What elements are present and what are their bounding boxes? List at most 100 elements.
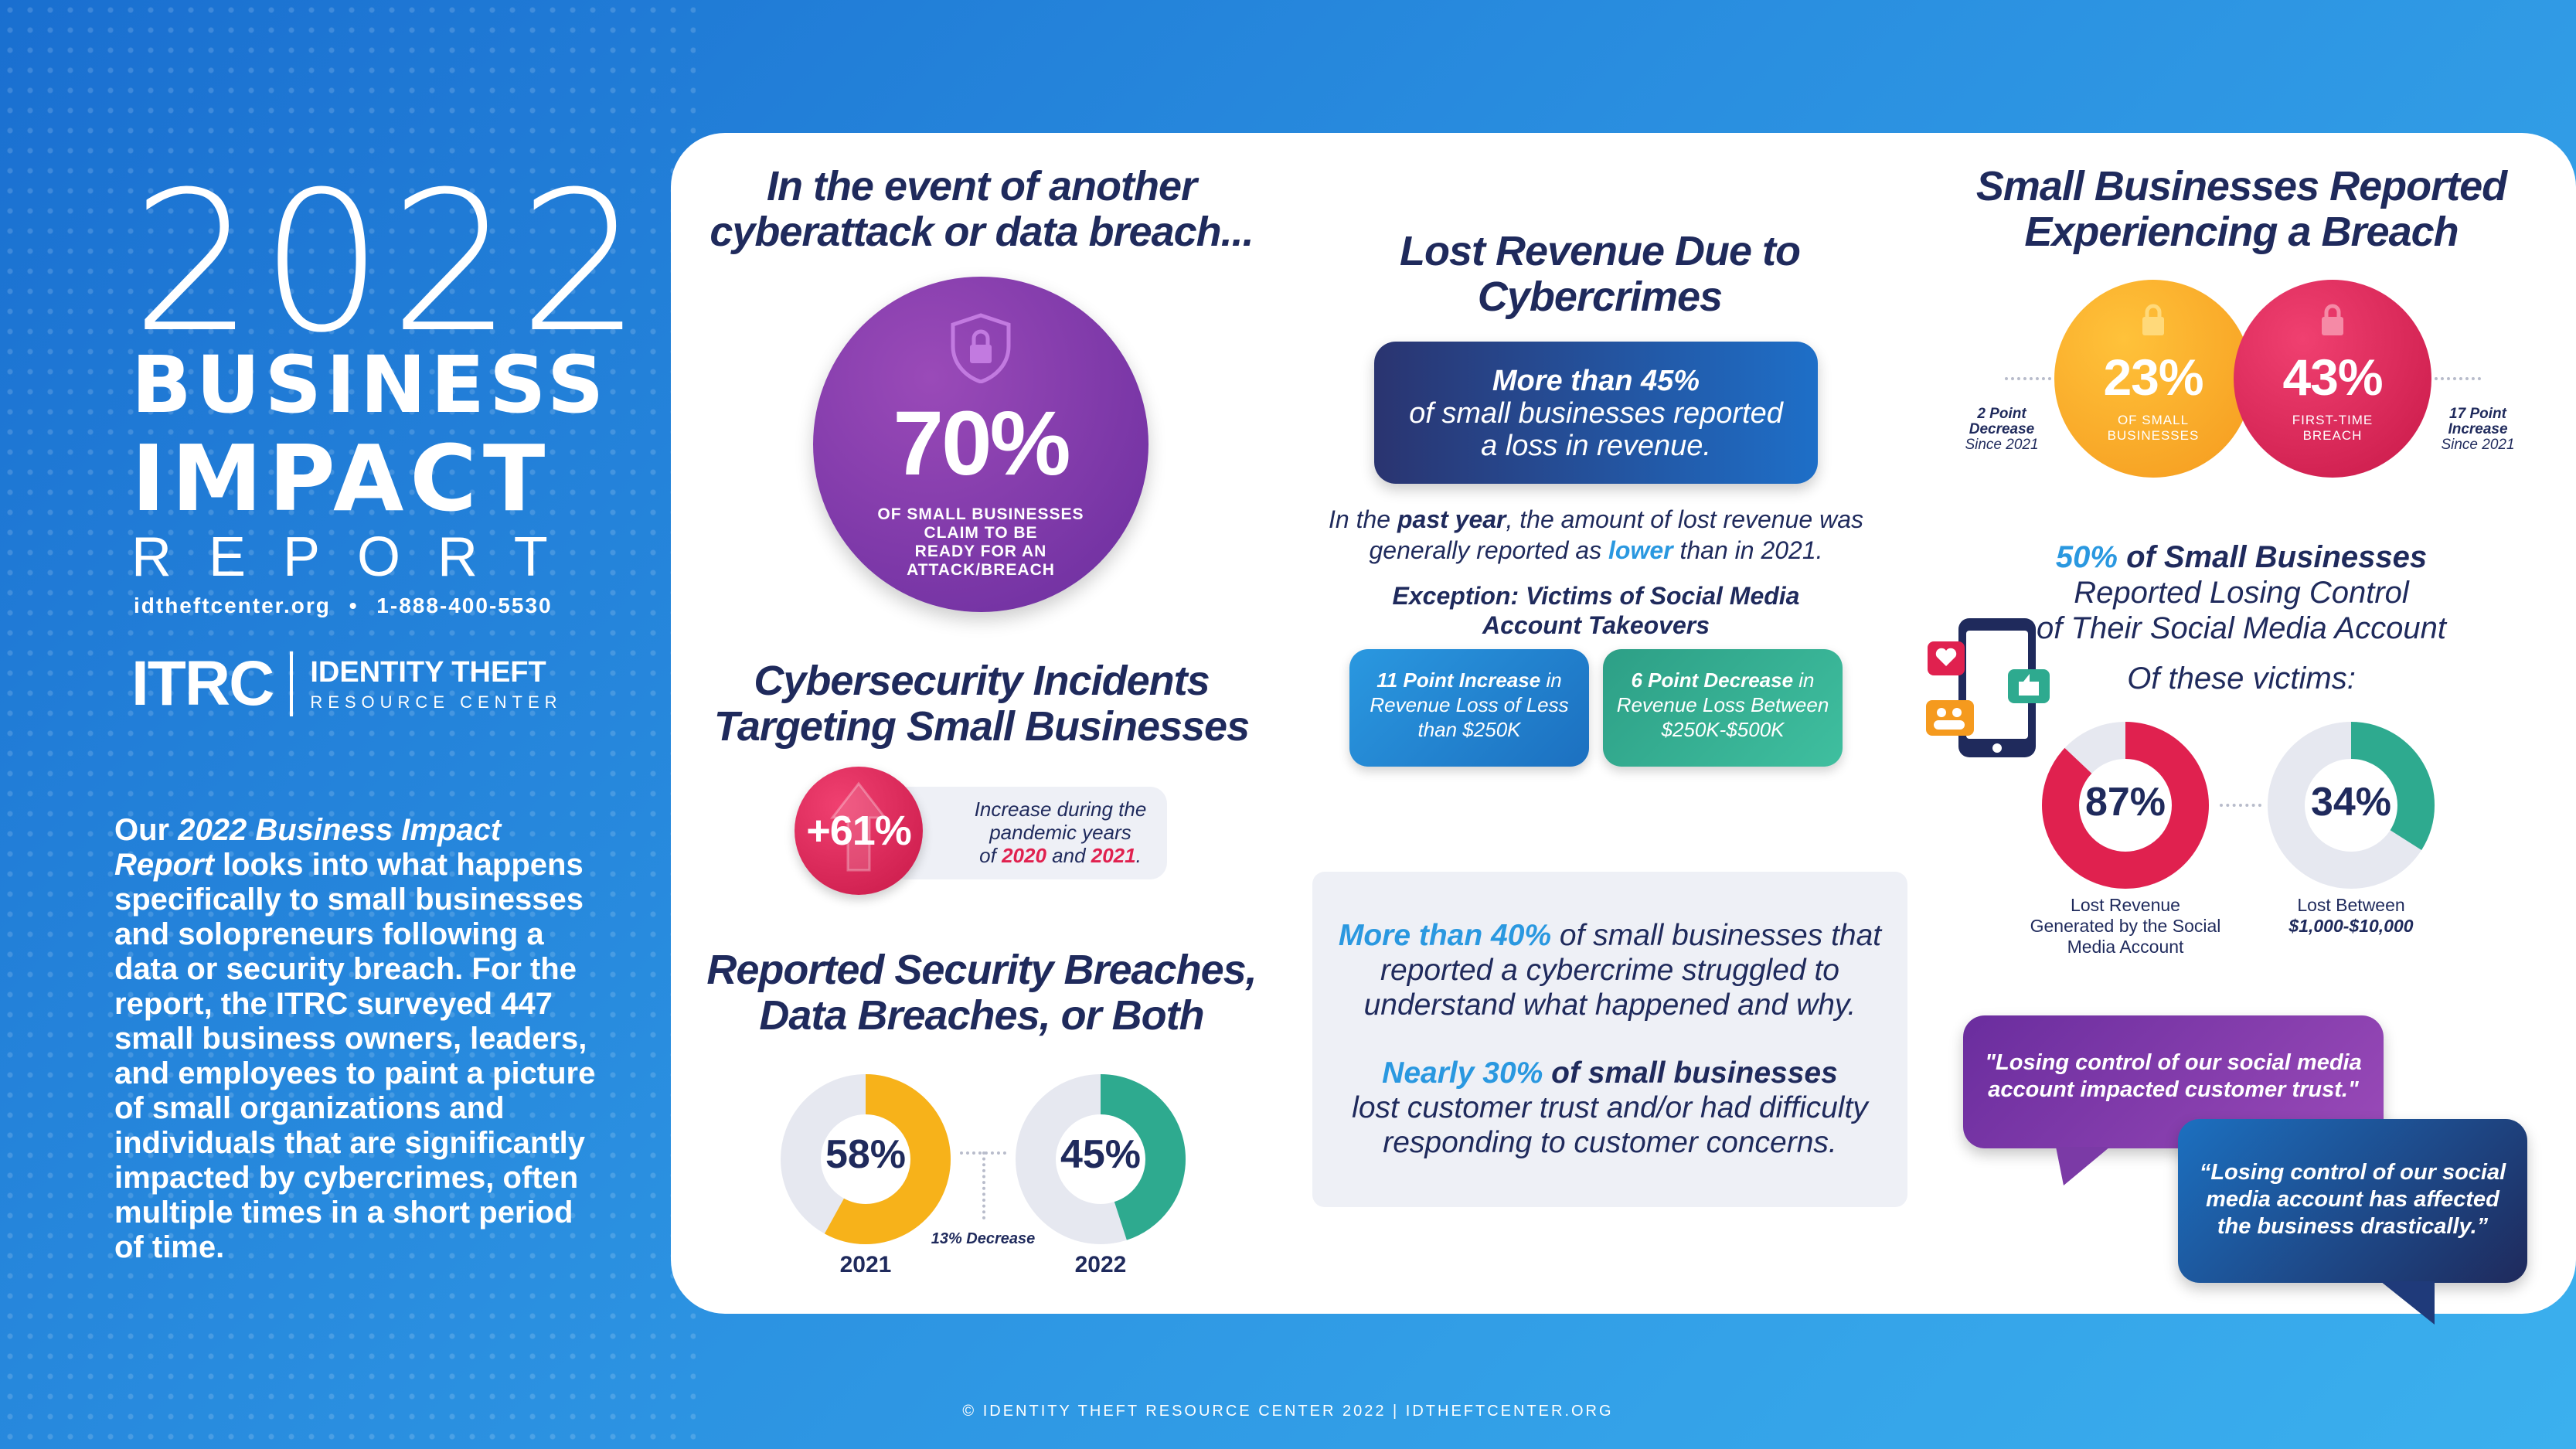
logo-line2: RESOURCE CENTER [310,692,563,712]
incidents-heading-line1: Cybersecurity Incidents [754,658,1210,704]
experienced-heading-line2: Experiencing a Breach [2024,209,2459,256]
experienced-circle-small-biz: 23% OF SMALL BUSINESSES [2054,280,2252,478]
revenue-p1-bold: past year [1397,505,1506,533]
lock-icon [2322,304,2343,335]
arrow-up-icon [829,781,888,872]
pill2-line2: Revenue Loss Between [1616,693,1829,716]
quote-bubble-2-tail [2380,1281,2435,1325]
ready-caption-2: CLAIM TO BE [924,524,1038,542]
donut-2022 [1016,1074,1186,1244]
incidents-circle: +61% [795,767,923,895]
exp-cap1b: BUSINESSES [2107,428,2200,443]
exp-right-note-3: Since 2021 [2441,437,2515,453]
incidents-text-1: Increase during the [974,798,1147,821]
struggle-line2: reported a cybercrime struggled to [1380,954,1839,987]
social-heading-line1: 50% of Small Businesses [1979,539,2504,575]
struggle-bold-2b: of small businesses [1543,1056,1838,1090]
report-year: 2022 [131,150,648,375]
social-heading-line3: of Their Social Media Account [2037,611,2446,645]
social-label-1b: Generated by the Social [2030,916,2221,936]
logo-mark: ITRC [131,648,274,719]
website-link[interactable]: idtheftcenter.org [134,594,331,617]
breaches-heading-line1: Reported Security Breaches, [706,947,1257,993]
revenue-box: More than 45% of small businesses report… [1374,342,1818,484]
revenue-exception: Exception: Victims of Social Media Accou… [1314,581,1878,640]
quote-2-line1: “Losing control of our social [2199,1160,2506,1185]
logo-line1: IDENTITY THEFT [310,655,546,689]
revenue-heading-line2: Cybercrimes [1477,274,1723,321]
donut-social-34 [2268,722,2435,889]
breaches-heading-line2: Data Breaches, or Both [759,992,1204,1039]
lock-icon [2142,304,2164,335]
revenue-pill-decrease: 6 Point Decrease in Revenue Loss Between… [1603,649,1843,767]
struggle-line5: lost customer trust and/or had difficult… [1352,1091,1868,1124]
pill1-rest: in [1540,668,1562,692]
donut-2021-arc [781,1074,951,1244]
revenue-box-text: More than 45% of small businesses report… [1374,365,1818,462]
title-report: REPORT [131,526,585,588]
struggle-box: More than 40% of small businesses that r… [1312,872,1907,1207]
exp-left-note: 2 Point Decrease Since 2021 [1955,406,2048,453]
ready-caption-4: ATTACK/BREACH [907,561,1055,579]
incidents-heading-line2: Targeting Small Businesses [713,703,1250,750]
experienced-value-1: 23% [2103,349,2203,406]
incidents-text-3-mid: and [1046,844,1091,867]
footer-copyright: © IDENTITY THEFT RESOURCE CENTER 2022 | … [962,1403,1614,1420]
experienced-heading: Small Businesses Reported Experiencing a… [1963,163,2520,256]
intro-post: looks into what happens specifically to … [114,848,596,1264]
group-bubble [1926,700,1974,736]
phone-button [1992,743,2002,753]
incidents-text-3-post: . [1135,844,1142,867]
revenue-exception-2: Account Takeovers [1482,611,1710,639]
incidents-value: +61% [806,808,912,854]
phone-screen [1966,631,2028,739]
revenue-box-bold: More than 45% [1492,365,1700,397]
pill1-line3: than $250K [1417,718,1521,741]
shield-lock-icon [951,313,1011,383]
exp-left-note-3: Since 2021 [1965,437,2039,453]
revenue-box-line3: a loss in revenue. [1481,430,1711,462]
social-value-2: 34% [2310,780,2392,825]
pill-decrease-text: 6 Point Decrease in Revenue Loss Between… [1603,668,1843,742]
pill1-line2: Revenue Loss of Less [1370,693,1569,716]
exp-left-note-1: 2 Point [1977,406,2026,422]
exp-right-note-2: Increase [2448,421,2508,437]
struggle-bold-1: More than 40% [1338,919,1552,952]
quote-1-line2: account impacted customer trust." [1988,1077,2359,1102]
quote-1-line1: "Losing control of our social media [1985,1050,2362,1075]
exp-left-connector [2005,377,2051,380]
breaches-heading: Reported Security Breaches, Data Breache… [696,947,1268,1039]
revenue-paragraph-line2: generally reported as lower than in 2021… [1314,535,1878,566]
incidents-year-b: 2021 [1091,844,1136,867]
phone-social-icon [1926,618,2050,757]
pill2-rest: in [1793,668,1815,692]
revenue-heading-line1: Lost Revenue Due to [1399,228,1801,274]
pill-increase-line1: 11 Point Increase in [1349,668,1589,692]
breach-connector-vertical [982,1151,985,1219]
donut-87-arc [2042,722,2209,889]
exp-right-note-1: 17 Point [2449,406,2506,422]
donut-2021 [781,1074,951,1244]
revenue-p2-post: than in 2021. [1673,536,1823,564]
revenue-exception-1: Exception: Victims of Social Media [1392,582,1800,610]
quote-2-line2: media account has affected [2206,1187,2499,1212]
revenue-box-line2: of small businesses reported [1409,397,1783,430]
quote-bubble-1-tail [2056,1147,2110,1185]
title-impact: IMPACT [131,425,552,532]
experienced-heading-line1: Small Businesses Reported [1975,163,2507,209]
exp-right-note: 17 Point Increase Since 2021 [2431,406,2524,453]
revenue-paragraph-line1: In the past year, the amount of lost rev… [1314,504,1878,535]
ready-caption-3: READY FOR AN [914,543,1047,560]
intro-pre: Our [114,813,179,847]
struggle-line4: Nearly 30% of small businesses [1312,1056,1907,1090]
incidents-year-a: 2020 [1002,844,1046,867]
social-label-1a: Lost Revenue [2071,895,2180,915]
itrc-logo: ITRC IDENTITY THEFT RESOURCE CENTER [131,648,563,720]
struggle-line1: More than 40% of small businesses that [1312,918,1907,953]
pill2-line3: $250K-$500K [1661,718,1785,741]
exp-cap1a: OF SMALL [2117,413,2190,427]
revenue-paragraph: In the past year, the amount of lost rev… [1314,504,1878,566]
exp-cap2b: BREACH [2302,428,2363,443]
ready-heading-line2: cyberattack or data breach... [710,209,1254,256]
social-label-2: Lost Between $1,000-$10,000 [2235,895,2467,937]
